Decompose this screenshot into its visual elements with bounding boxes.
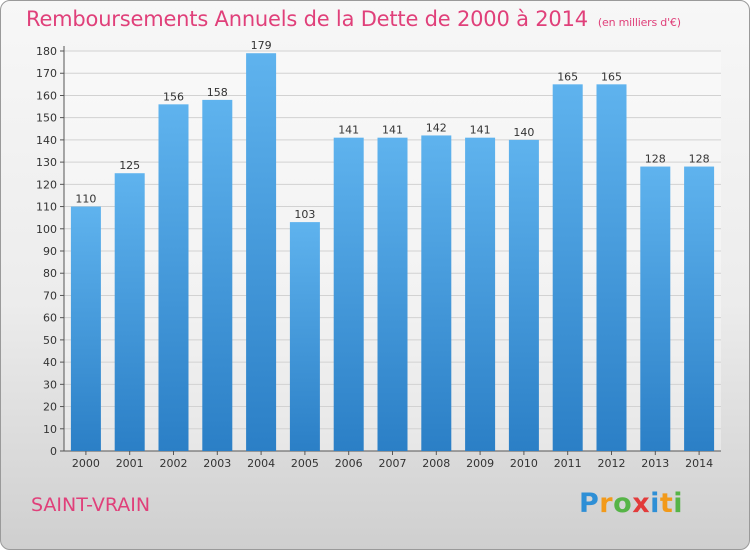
y-tick-label: 180 (36, 45, 57, 58)
bar (596, 84, 627, 451)
y-tick-label: 160 (36, 89, 57, 102)
y-tick-label: 60 (43, 312, 57, 325)
y-tick-label: 50 (43, 334, 57, 347)
bar-value-label: 125 (119, 159, 140, 172)
chart-title-text: Remboursements Annuels de la Dette de 20… (26, 7, 588, 31)
y-tick-label: 140 (36, 134, 57, 147)
bar (421, 135, 452, 451)
bar-value-label: 140 (513, 126, 534, 139)
chart-unit: (en milliers d'€) (597, 16, 681, 29)
bar-value-label: 165 (557, 70, 578, 83)
x-tick-label: 2005 (291, 457, 319, 470)
y-tick-label: 130 (36, 156, 57, 169)
x-tick-label: 2011 (554, 457, 582, 470)
logo-letter: r (599, 488, 614, 519)
logo-letter: i (673, 488, 684, 519)
y-tick-label: 150 (36, 112, 57, 125)
bar (333, 137, 364, 451)
bar-value-label: 141 (338, 124, 359, 137)
y-tick-label: 110 (36, 201, 57, 214)
x-tick-label: 2008 (422, 457, 450, 470)
bar-value-label: 110 (75, 193, 96, 206)
proxiti-logo: Proxiti (579, 488, 683, 519)
x-tick-label: 2009 (466, 457, 494, 470)
x-tick-label: 2013 (641, 457, 669, 470)
bar-value-label: 158 (207, 86, 228, 99)
bar-value-label: 156 (163, 90, 184, 103)
x-tick-label: 2004 (247, 457, 275, 470)
bar (377, 137, 408, 451)
x-tick-label: 2000 (72, 457, 100, 470)
logo-letter: x (632, 488, 651, 519)
bar (640, 166, 671, 452)
bar (508, 139, 539, 451)
bar (684, 166, 715, 452)
bar (552, 84, 583, 451)
bar-value-label: 142 (426, 121, 447, 134)
bar (158, 104, 189, 451)
y-tick-label: 100 (36, 223, 57, 236)
bar-value-label: 141 (382, 124, 403, 137)
y-tick-label: 170 (36, 67, 57, 80)
logo-letter: P (579, 488, 600, 519)
y-tick-label: 120 (36, 178, 57, 191)
logo-letter: o (613, 488, 633, 519)
y-tick-label: 70 (43, 289, 57, 302)
commune-name: SAINT-VRAIN (31, 494, 151, 516)
x-tick-label: 2007 (379, 457, 407, 470)
bar-value-label: 128 (689, 153, 710, 166)
y-tick-label: 20 (43, 401, 57, 414)
x-tick-label: 2006 (335, 457, 363, 470)
bar (289, 222, 320, 451)
bar (465, 137, 496, 451)
y-tick-label: 30 (43, 378, 57, 391)
bar (114, 173, 145, 451)
bar-value-label: 141 (470, 124, 491, 137)
y-tick-label: 40 (43, 356, 57, 369)
y-tick-label: 90 (43, 245, 57, 258)
x-tick-label: 2010 (510, 457, 538, 470)
y-tick-label: 80 (43, 267, 57, 280)
x-tick-label: 2003 (203, 457, 231, 470)
x-tick-label: 2014 (685, 457, 713, 470)
x-tick-label: 2012 (598, 457, 626, 470)
bar-value-label: 179 (251, 39, 272, 52)
bar (202, 99, 233, 451)
logo-letter: t (659, 488, 674, 519)
y-tick-label: 0 (50, 445, 57, 458)
logo-letter: i (650, 488, 660, 519)
bar (70, 206, 101, 451)
bar-value-label: 165 (601, 70, 622, 83)
bar-value-label: 103 (294, 208, 315, 221)
bar (246, 53, 277, 451)
bar-value-label: 128 (645, 153, 666, 166)
y-tick-label: 10 (43, 423, 57, 436)
chart-title: Remboursements Annuels de la Dette de 20… (26, 7, 681, 31)
x-tick-label: 2002 (160, 457, 188, 470)
x-tick-label: 2001 (116, 457, 144, 470)
